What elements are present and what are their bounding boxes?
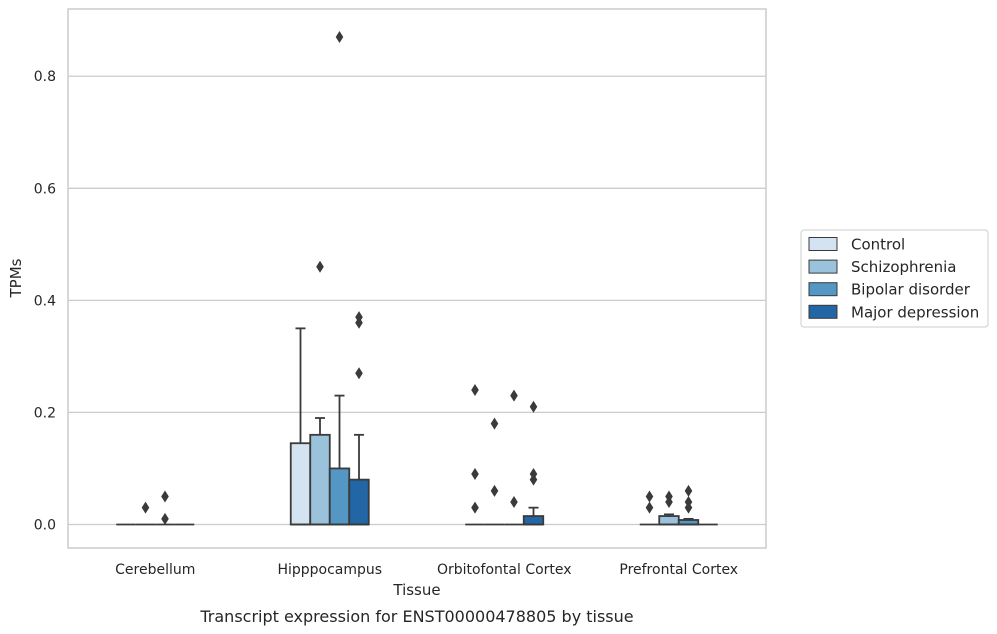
box-group: [639, 490, 660, 526]
box-group: [135, 501, 156, 526]
legend-label: Major depression: [851, 303, 979, 321]
y-tick-label: 0.8: [34, 69, 56, 85]
outlier-point: [684, 484, 693, 497]
box-group: [465, 383, 485, 526]
plot-area: [116, 31, 718, 526]
y-tick-label: 0.2: [34, 405, 56, 421]
legend-label: Schizophrenia: [851, 258, 956, 276]
outlier-point: [471, 468, 479, 481]
grid: [68, 75, 766, 526]
outlier-point: [490, 417, 499, 430]
box-group: [155, 490, 175, 526]
outlier-point: [490, 484, 499, 497]
y-axis-title: TPMs: [7, 258, 25, 298]
box: [522, 515, 545, 526]
y-axis-ticks: 0.0 0.2 0.4 0.6 0.8: [34, 69, 56, 533]
outlier-point: [529, 473, 538, 486]
legend-label: Bipolar disorder: [851, 281, 971, 299]
outlier-point: [645, 490, 654, 503]
box-group: [484, 417, 505, 526]
outlier-point: [471, 501, 479, 514]
box-group: [522, 400, 545, 526]
outlier-point: [141, 501, 150, 514]
plot-frame: [67, 8, 767, 549]
box: [658, 515, 680, 526]
legend-swatch: [808, 282, 838, 297]
box-group: [309, 260, 331, 526]
y-tick-label: 0.0: [34, 517, 56, 533]
x-axis-ticks: Cerebellum Hipppocampus Orbitofontal Corte…: [115, 562, 738, 578]
box-group: [348, 311, 370, 526]
chart-caption: Transcript expression for ENST0000047880…: [199, 607, 633, 626]
y-tick-label: 0.6: [34, 181, 56, 197]
box-group: [677, 484, 700, 526]
x-axis-title: Tissue: [392, 581, 440, 599]
legend-swatch: [808, 259, 838, 274]
outlier-point: [316, 260, 324, 273]
outlier-point: [161, 512, 169, 525]
outlier-point: [684, 501, 693, 514]
box-group: [658, 490, 680, 526]
x-tick-label: Cerebellum: [115, 562, 195, 578]
y-tick-label: 0.4: [34, 293, 56, 309]
outlier-point: [471, 383, 479, 396]
outlier-point: [529, 400, 538, 413]
outlier-point: [665, 496, 673, 509]
outlier-point: [355, 316, 363, 329]
box: [309, 433, 331, 526]
box: [348, 478, 370, 526]
outlier-point: [510, 496, 518, 509]
legend-label: Control: [851, 236, 905, 254]
outlier-point: [645, 501, 654, 514]
x-tick-label: Orbitofontal Cortex: [437, 562, 572, 578]
box-group: [328, 31, 351, 526]
legend-swatch: [808, 304, 838, 319]
outlier-point: [355, 367, 363, 380]
x-tick-label: Hipppocampus: [277, 562, 382, 578]
box: [328, 467, 351, 526]
box-group: [504, 389, 524, 526]
legend-frame: [800, 229, 989, 328]
outlier-point: [510, 389, 518, 402]
box: [289, 442, 312, 526]
box-group: [289, 327, 312, 526]
outlier-point: [161, 490, 169, 503]
x-tick-label: Prefrontal Cortex: [619, 562, 738, 578]
outlier-point: [335, 31, 344, 44]
legend: Control Schizophrenia Bipolar disorder Majo…: [800, 229, 989, 328]
legend-swatch: [808, 237, 838, 251]
